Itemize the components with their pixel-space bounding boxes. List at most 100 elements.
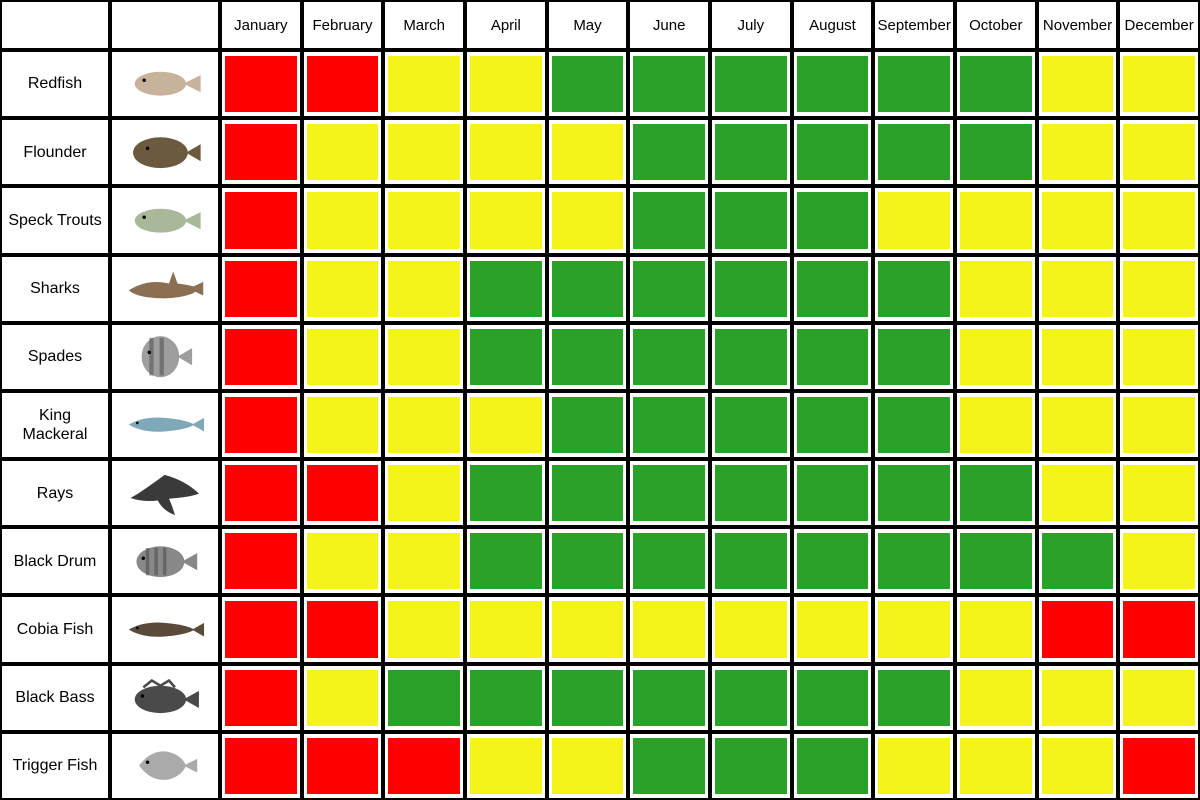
species-name-cell: Trigger Fish xyxy=(0,732,110,800)
status-fill xyxy=(388,397,460,453)
species-label: King Mackeral xyxy=(6,406,104,444)
status-fill xyxy=(878,124,950,180)
status-cell xyxy=(547,323,629,391)
status-cell xyxy=(1037,664,1119,732)
status-cell xyxy=(1118,732,1200,800)
status-cell xyxy=(547,118,629,186)
status-cell xyxy=(792,664,874,732)
status-cell xyxy=(302,50,384,118)
status-fill xyxy=(1123,192,1195,248)
status-fill xyxy=(552,329,624,385)
status-cell xyxy=(710,527,792,595)
status-fill xyxy=(1123,56,1195,112)
status-cell xyxy=(710,118,792,186)
status-cell xyxy=(792,459,874,527)
status-fill xyxy=(1042,533,1114,589)
month-label: June xyxy=(653,17,686,34)
status-fill xyxy=(470,56,542,112)
status-fill xyxy=(470,329,542,385)
status-cell xyxy=(220,391,302,459)
status-cell xyxy=(547,527,629,595)
species-image-cell xyxy=(110,323,220,391)
status-cell xyxy=(220,595,302,663)
status-cell xyxy=(710,186,792,254)
status-cell xyxy=(465,118,547,186)
status-fill xyxy=(960,738,1032,794)
species-label: Black Drum xyxy=(14,552,97,571)
status-cell xyxy=(955,255,1037,323)
month-header: February xyxy=(302,0,384,50)
status-cell xyxy=(465,186,547,254)
status-cell xyxy=(710,732,792,800)
month-label: January xyxy=(234,17,287,34)
status-cell xyxy=(547,459,629,527)
status-fill xyxy=(633,465,705,521)
species-label: Spades xyxy=(28,347,82,366)
status-cell xyxy=(955,595,1037,663)
species-label: Cobia Fish xyxy=(17,620,93,639)
status-fill xyxy=(633,192,705,248)
status-cell xyxy=(465,595,547,663)
status-cell xyxy=(1037,527,1119,595)
status-fill xyxy=(715,329,787,385)
species-image-cell xyxy=(110,118,220,186)
month-label: November xyxy=(1043,17,1112,34)
status-fill xyxy=(552,397,624,453)
month-header: October xyxy=(955,0,1037,50)
status-cell xyxy=(710,459,792,527)
status-fill xyxy=(633,670,705,726)
species-name-cell: Sharks xyxy=(0,255,110,323)
status-cell xyxy=(465,459,547,527)
status-cell xyxy=(1118,323,1200,391)
status-fill xyxy=(1042,329,1114,385)
status-fill xyxy=(878,397,950,453)
status-fill xyxy=(388,601,460,657)
status-cell xyxy=(1037,118,1119,186)
status-cell xyxy=(465,50,547,118)
status-cell xyxy=(302,459,384,527)
status-fill xyxy=(1042,601,1114,657)
status-cell xyxy=(628,664,710,732)
status-cell xyxy=(628,50,710,118)
status-cell xyxy=(1118,391,1200,459)
status-fill xyxy=(225,124,297,180)
status-cell xyxy=(465,323,547,391)
status-cell xyxy=(383,186,465,254)
status-cell xyxy=(383,664,465,732)
status-cell xyxy=(465,664,547,732)
fish-season-heatmap: JanuaryFebruaryMarchAprilMayJuneJulyAugu… xyxy=(0,0,1200,800)
status-fill xyxy=(1042,670,1114,726)
status-cell xyxy=(220,732,302,800)
status-cell xyxy=(383,527,465,595)
month-header: April xyxy=(465,0,547,50)
status-cell xyxy=(792,323,874,391)
status-cell xyxy=(302,118,384,186)
species-label: Black Bass xyxy=(15,688,94,707)
status-fill xyxy=(878,670,950,726)
status-fill xyxy=(225,192,297,248)
status-cell xyxy=(465,732,547,800)
status-fill xyxy=(552,601,624,657)
status-fill xyxy=(388,261,460,317)
status-fill xyxy=(307,192,379,248)
status-cell xyxy=(955,732,1037,800)
status-fill xyxy=(633,124,705,180)
status-fill xyxy=(715,56,787,112)
status-fill xyxy=(388,533,460,589)
status-cell xyxy=(873,732,955,800)
status-cell xyxy=(955,391,1037,459)
status-cell xyxy=(302,595,384,663)
status-fill xyxy=(878,261,950,317)
corner-blank-1 xyxy=(0,0,110,50)
status-fill xyxy=(1123,124,1195,180)
status-cell xyxy=(383,595,465,663)
month-label: April xyxy=(491,17,521,34)
status-cell xyxy=(873,118,955,186)
status-fill xyxy=(225,601,297,657)
status-fill xyxy=(470,465,542,521)
species-image-cell xyxy=(110,595,220,663)
species-image-cell xyxy=(110,186,220,254)
status-fill xyxy=(797,56,869,112)
status-fill xyxy=(388,329,460,385)
status-cell xyxy=(302,323,384,391)
